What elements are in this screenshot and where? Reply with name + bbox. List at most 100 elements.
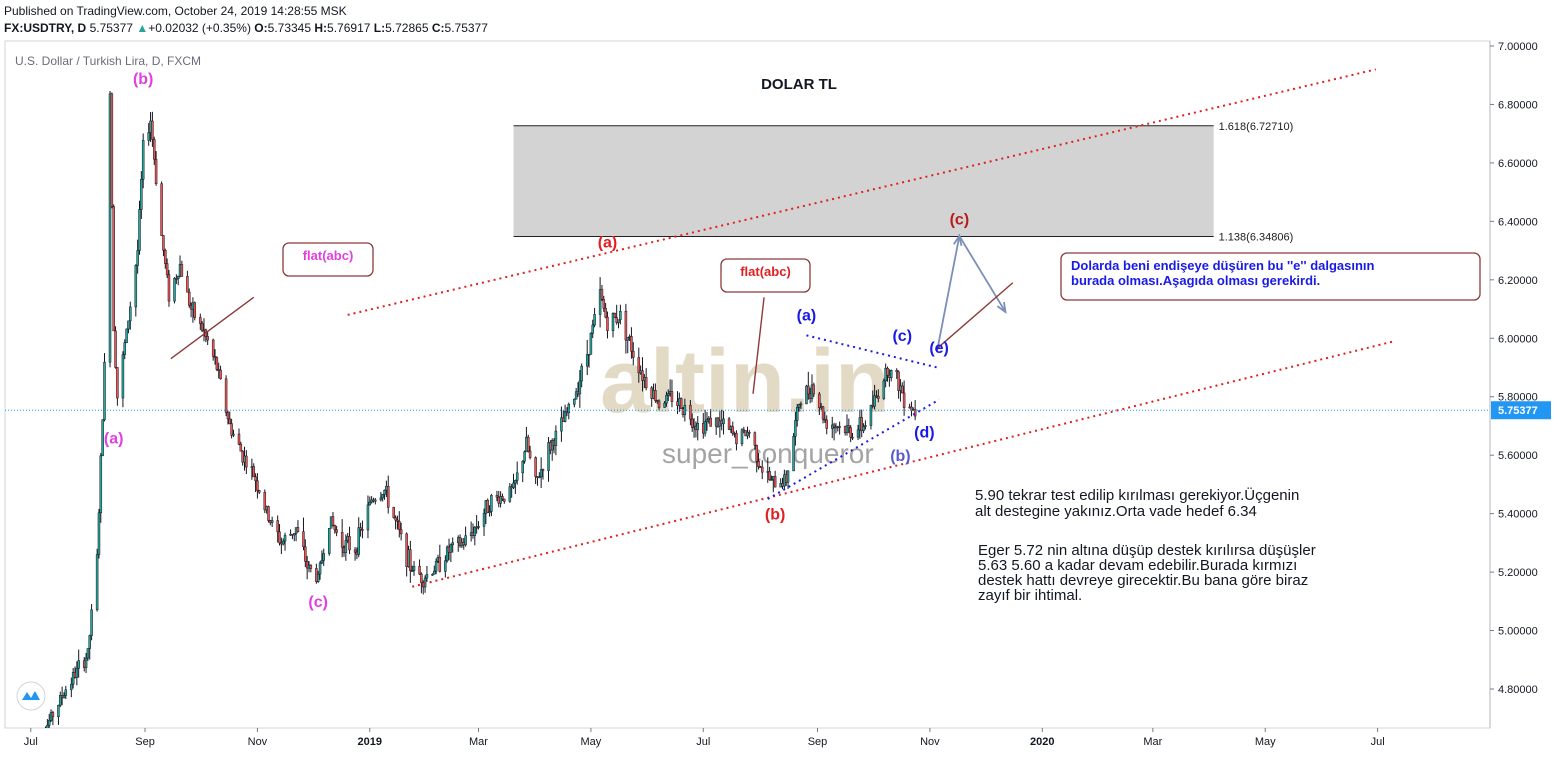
candle <box>760 460 764 480</box>
candle-body <box>398 520 401 530</box>
candle-body <box>626 337 629 341</box>
candle-body <box>206 336 209 341</box>
candle <box>469 521 473 542</box>
candle-body <box>488 511 491 513</box>
candle <box>805 384 808 405</box>
candle-body <box>792 436 795 472</box>
candle <box>464 526 467 547</box>
symbol-name[interactable]: FX:USDTRY, D <box>4 21 87 35</box>
candle-body <box>357 527 360 555</box>
candle <box>690 413 694 432</box>
candle-body <box>396 519 399 522</box>
candle-body <box>445 546 449 562</box>
candle-body <box>521 460 524 474</box>
candle-body <box>574 391 578 400</box>
candle <box>211 338 215 361</box>
x-tick-label: May <box>581 736 602 748</box>
candle <box>644 368 648 391</box>
candle-body <box>821 406 825 420</box>
candle-body <box>219 369 222 380</box>
candle-body <box>64 689 68 696</box>
candle-body <box>418 565 421 575</box>
candle-body <box>374 499 377 502</box>
annotation-1-line: 5.90 tekrar test edilip kırılması gereki… <box>975 486 1299 504</box>
candle-body <box>167 274 171 302</box>
tradingview-logo-icon[interactable] <box>16 681 46 711</box>
candle-body <box>886 367 889 376</box>
candle-body <box>331 516 335 526</box>
x-tick-label: May <box>1255 736 1276 748</box>
candle-body <box>731 426 735 434</box>
candle-body <box>508 486 512 502</box>
candle-body <box>637 357 641 374</box>
candle-body <box>304 546 307 562</box>
candle-body <box>512 482 515 489</box>
candle-body <box>254 476 257 482</box>
candle-body <box>399 529 403 535</box>
candle <box>856 424 860 441</box>
last-price-tag-text: 5.75377 <box>1498 405 1538 417</box>
candle-body <box>740 429 744 445</box>
candle <box>193 301 197 321</box>
change-text: +0.02032 (+0.35%) <box>148 21 251 35</box>
candle <box>449 543 453 563</box>
candle-body <box>200 323 204 332</box>
candle-body <box>913 409 917 417</box>
candle <box>444 555 447 578</box>
candle-body <box>228 418 232 424</box>
candle-body <box>902 392 906 408</box>
candle-body <box>409 549 412 571</box>
candle-body <box>33 750 35 753</box>
candle <box>348 526 351 555</box>
candle <box>86 648 90 661</box>
x-tick-label: 2020 <box>1030 736 1054 748</box>
candle-body <box>667 393 670 396</box>
candle <box>322 548 325 567</box>
candle-body <box>193 302 197 318</box>
candle-body <box>211 339 215 357</box>
candle <box>523 450 526 464</box>
candle <box>276 515 279 543</box>
candle <box>587 353 591 368</box>
y-tick-label: 7.00000 <box>1498 41 1538 53</box>
candle <box>278 524 281 546</box>
candle <box>539 457 543 489</box>
candle-body <box>90 609 93 636</box>
candle-body <box>705 419 709 422</box>
candle-body <box>757 461 760 468</box>
candle <box>59 691 62 708</box>
candle <box>619 304 622 325</box>
y-tick-label: 6.80000 <box>1498 99 1538 111</box>
candle <box>860 409 863 438</box>
high-label: H: <box>314 21 328 35</box>
x-tick-label: Nov <box>920 736 940 748</box>
candle <box>501 493 504 501</box>
candle-body <box>619 310 622 321</box>
candles <box>33 90 917 753</box>
candle-body <box>869 405 873 426</box>
candle <box>316 570 320 583</box>
candle-body <box>539 469 543 478</box>
candle <box>913 400 917 421</box>
candle <box>293 533 296 542</box>
candle <box>344 534 348 561</box>
fib-level-label: 1.138(6.34806) <box>1219 232 1294 244</box>
candle-body <box>501 496 504 500</box>
high-value: 5.76917 <box>327 21 371 35</box>
candle <box>679 397 683 409</box>
candle <box>383 489 386 500</box>
candle-body <box>386 485 390 508</box>
candle-body <box>46 725 49 728</box>
callout-wave-e-text: Dolarda beni endişeye düşüren bu ''e'' d… <box>1071 258 1375 273</box>
callout-wave-e: Dolarda beni endişeye düşüren bu ''e'' d… <box>1060 252 1481 301</box>
candle <box>902 380 906 416</box>
candle <box>851 432 854 441</box>
candle-body <box>847 425 851 428</box>
candle <box>165 258 169 279</box>
candle-body <box>328 528 331 554</box>
open-label: O: <box>254 21 268 35</box>
candle <box>574 388 578 400</box>
candle-body <box>361 529 364 531</box>
candle <box>374 498 377 505</box>
